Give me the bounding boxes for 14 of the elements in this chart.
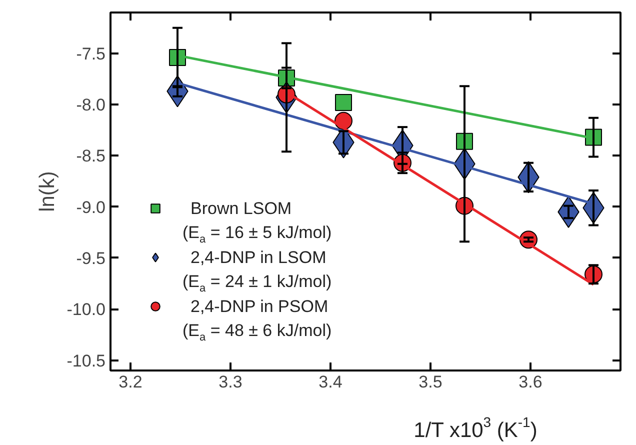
- x-tick-label: 3.3: [218, 372, 242, 392]
- x-tick-label: 3.2: [118, 372, 142, 392]
- y-tick-label: -8.5: [76, 146, 106, 166]
- y-tick-label: -10.0: [66, 300, 106, 320]
- y-tick-label: -9.0: [76, 198, 106, 217]
- y-tick-label: -8.0: [76, 96, 106, 115]
- point: [335, 94, 352, 112]
- x-tick-label: 3.5: [418, 372, 442, 392]
- x-tick-label: 3.6: [518, 372, 542, 392]
- x-tick-label: 3.4: [318, 372, 342, 392]
- y-tick-label: -9.5: [76, 248, 106, 268]
- y-tick-label: -7.5: [76, 44, 106, 64]
- y-tick-label: -10.5: [66, 351, 106, 370]
- y-axis-title: ln(k): [36, 171, 59, 212]
